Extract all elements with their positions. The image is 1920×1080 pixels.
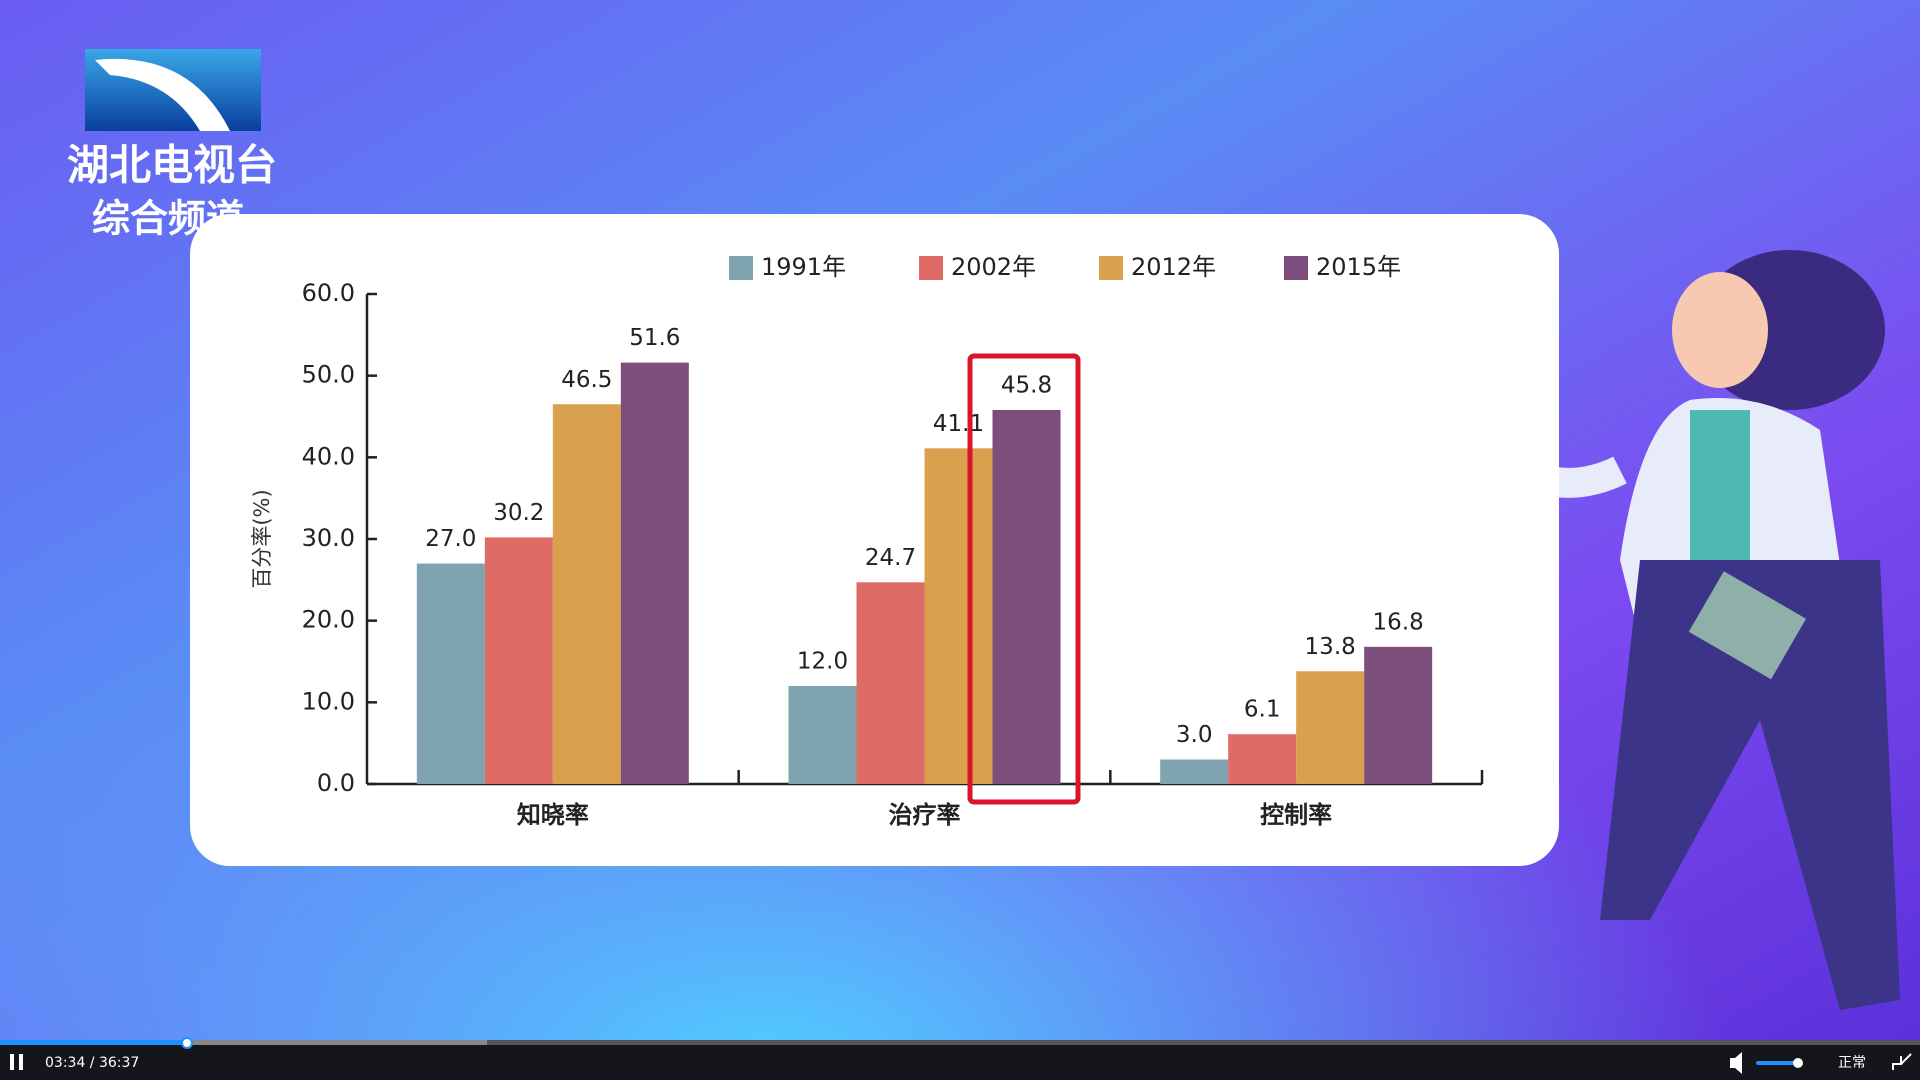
value-label: 27.0 [425, 526, 476, 552]
value-label: 12.0 [797, 649, 848, 675]
y-axis-label: 百分率(%) [250, 489, 274, 588]
logo-name: 湖北电视台 [67, 141, 277, 190]
bar [1160, 759, 1229, 784]
bar [1364, 646, 1433, 784]
speed-button[interactable]: 正常 [1838, 1055, 1866, 1071]
bar [620, 362, 689, 784]
bar [1296, 671, 1365, 784]
highlight-box [967, 353, 1081, 805]
legend-swatch [1284, 256, 1308, 280]
legend-swatch [729, 256, 753, 280]
value-label: 24.7 [865, 545, 916, 571]
legend-label: 2015年 [1316, 253, 1401, 281]
y-tick-label: 20.0 [302, 606, 355, 634]
x-tick-label: 控制率 [1260, 801, 1332, 829]
volume-slider[interactable] [1756, 1061, 1798, 1065]
y-tick-label: 10.0 [302, 687, 355, 715]
logo-swoosh [95, 58, 230, 131]
value-label: 45.8 [1001, 372, 1052, 398]
value-label: 13.8 [1305, 634, 1356, 660]
progress-knob[interactable] [181, 1037, 193, 1049]
progress-played [0, 1040, 187, 1045]
fullscreen-button[interactable] [1892, 1053, 1912, 1070]
volume-button[interactable] [1730, 1052, 1742, 1074]
x-tick-label: 治疗率 [889, 801, 961, 829]
legend-label: 2012年 [1131, 253, 1216, 281]
y-tick-label: 40.0 [302, 442, 355, 470]
bar [788, 686, 857, 784]
progress-track [0, 1040, 1920, 1045]
time-display: 03:34 / 36:37 [45, 1055, 139, 1071]
legend-label: 2002年 [951, 253, 1036, 281]
bar [1228, 734, 1297, 784]
value-label: 3.0 [1176, 722, 1213, 748]
volume-knob[interactable] [1793, 1058, 1803, 1068]
y-tick-label: 30.0 [302, 524, 355, 552]
y-tick-label: 50.0 [302, 361, 355, 389]
legend-swatch [1099, 256, 1123, 280]
x-tick-label: 知晓率 [517, 801, 589, 829]
bar [416, 563, 485, 784]
bar [992, 409, 1061, 784]
legend-label: 1991年 [761, 253, 846, 281]
doctor-illustration [1491, 250, 1900, 1010]
value-label: 46.5 [561, 367, 612, 393]
value-label: 51.6 [629, 325, 680, 351]
value-label: 16.8 [1373, 609, 1424, 635]
value-label: 30.2 [493, 500, 544, 526]
bar [924, 448, 993, 784]
value-label: 41.1 [933, 411, 984, 437]
y-tick-label: 0.0 [317, 769, 355, 797]
chart: 0.0 10.0 20.0 30.0 40.0 50.0 60.0 知晓率 27.0 30.2 46… [302, 253, 1484, 829]
control-bar [0, 1040, 1920, 1080]
value-label: 6.1 [1244, 697, 1281, 723]
bar [552, 404, 621, 784]
legend-swatch [919, 256, 943, 280]
y-tick-label: 60.0 [302, 279, 355, 307]
bar [856, 582, 925, 784]
bar [484, 537, 553, 784]
pause-button[interactable] [10, 1054, 23, 1070]
progress-buffered [0, 1040, 487, 1045]
